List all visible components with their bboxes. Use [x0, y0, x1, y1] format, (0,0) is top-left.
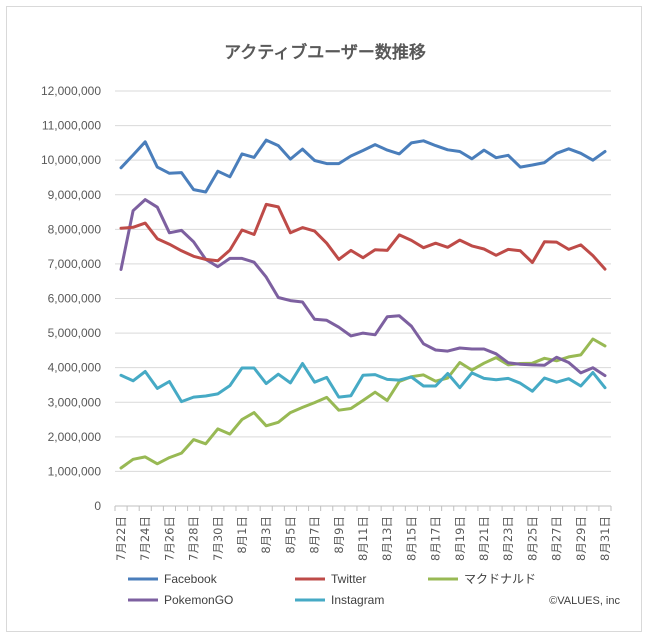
- legend-label: Instagram: [331, 593, 384, 607]
- grid: [114, 90, 612, 511]
- x-tick-label: 8月23日: [501, 516, 515, 561]
- series-line-マクドナルド: [119, 337, 607, 470]
- series-line-twitter: [119, 202, 607, 271]
- x-tick-label: 7月24日: [138, 516, 152, 561]
- y-tick-label: 11,000,000: [42, 119, 101, 133]
- legend: Facebook Twitter マクドナルド PokemonGO Instagram: [128, 572, 536, 607]
- x-tick-label: 7月26日: [162, 516, 176, 561]
- x-tick-label: 8月17日: [429, 516, 443, 561]
- x-tick-label: 7月22日: [114, 516, 128, 561]
- chart-title: アクティブユーザー数推移: [224, 42, 426, 63]
- y-tick-label: 6,000,000: [48, 292, 102, 306]
- series-line-pokemongo: [119, 198, 607, 378]
- y-tick-label: 3,000,000: [48, 395, 102, 409]
- legend-label: Facebook: [164, 572, 218, 586]
- y-tick-label: 5,000,000: [48, 326, 102, 340]
- x-tick-label: 8月5日: [283, 516, 297, 554]
- y-tick-label: 10,000,000: [41, 153, 101, 167]
- x-tick-label: 8月29日: [574, 516, 588, 561]
- x-tick-label: 7月30日: [211, 516, 225, 561]
- x-tick-label: 8月3日: [259, 516, 273, 554]
- x-tick-label: 8月15日: [404, 516, 418, 561]
- x-tick-label: 8月31日: [598, 516, 612, 561]
- x-tick-label: 8月19日: [453, 516, 467, 561]
- y-tick-label: 4,000,000: [48, 361, 102, 375]
- x-tick-label: 8月13日: [380, 516, 394, 561]
- credit-text: ©VALUES, inc: [549, 595, 620, 607]
- series-line-instagram: [119, 362, 607, 404]
- x-tick-label: 8月11日: [356, 516, 370, 561]
- series-line-facebook: [119, 138, 607, 194]
- y-tick-label: 9,000,000: [48, 188, 102, 202]
- x-tick-label: 8月7日: [308, 516, 322, 554]
- x-tick-label: 8月21日: [477, 516, 491, 561]
- y-tick-label: 7,000,000: [48, 257, 102, 271]
- y-tick-label: 12,000,000: [41, 84, 101, 98]
- y-tick-label: 1,000,000: [48, 464, 102, 478]
- x-tick-label: 8月9日: [332, 516, 346, 554]
- series-lines: [119, 138, 607, 470]
- y-tick-label: 0: [94, 499, 101, 513]
- x-tick-label: 8月25日: [525, 516, 539, 561]
- y-tick-label: 2,000,000: [48, 430, 102, 444]
- x-tick-label: 8月1日: [235, 516, 249, 554]
- x-axis-ticks: 7月22日 7月24日 7月26日 7月28日 7月30日 8月1日 8月3日 8月5日 8月7…: [114, 516, 612, 561]
- legend-label: Twitter: [331, 572, 366, 586]
- y-axis-ticks: 0 1,000,000 2,000,000 3,000,000 4,000,000 5,0…: [41, 84, 101, 513]
- legend-label: マクドナルド: [464, 572, 536, 586]
- x-tick-label: 7月28日: [187, 516, 201, 561]
- x-tick-label: 8月27日: [550, 516, 564, 561]
- y-tick-label: 8,000,000: [48, 222, 102, 236]
- legend-label: PokemonGO: [164, 593, 233, 607]
